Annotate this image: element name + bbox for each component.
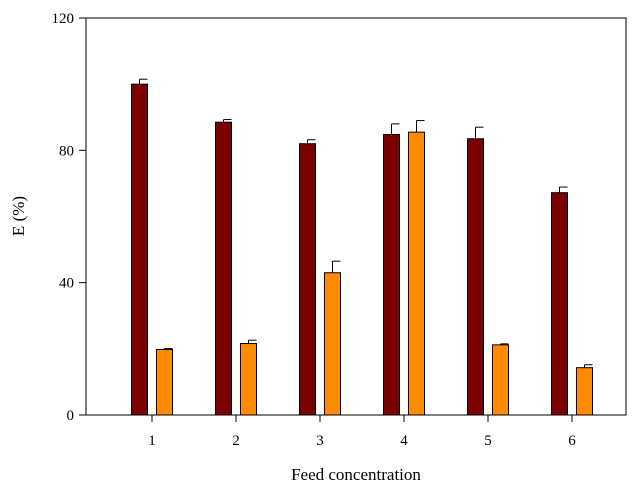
error-bar [584,364,593,368]
error-bar [391,123,400,135]
x-tick-label: 4 [400,433,408,449]
bar-series-1-cat-2 [215,121,232,416]
bar-series-2-cat-1 [156,348,173,416]
x-tick-label: 1 [148,433,156,449]
y-tick-label: 0 [67,408,75,424]
x-tick-label: 6 [568,433,576,449]
bars-group [131,83,593,416]
error-bar [416,120,425,133]
y-tick-label: 40 [59,276,74,292]
bar-series-2-cat-2 [240,343,257,416]
y-tick-label: 80 [59,143,74,159]
bar-series-1-cat-1 [131,83,148,416]
y-axis-label: E (%) [9,196,28,236]
error-bar [500,343,509,345]
bar-series-1-cat-6 [551,192,568,416]
y-axis: 0 40 80 120 [52,11,86,424]
error-bar [164,348,173,350]
error-bar [248,339,257,344]
bar-series-1-cat-5 [467,138,484,416]
bar-series-2-cat-6 [576,367,593,416]
plot-frame [85,17,627,416]
error-bar [475,126,484,139]
bar-series-1-cat-4 [383,133,400,416]
bar-series-2-cat-3 [324,272,341,416]
x-axis-label: Feed concentration [291,465,421,484]
x-tick-label: 3 [316,433,324,449]
error-bars-group [139,78,593,368]
bar-series-2-cat-4 [408,131,425,416]
error-bar [559,186,568,193]
bar-series-1-cat-3 [299,143,316,416]
error-bar [307,139,316,144]
y-tick-label: 120 [52,11,75,27]
error-bar [223,119,232,123]
x-tick-label: 2 [232,433,240,449]
x-axis: 1 2 3 4 5 6 [148,415,576,449]
error-bar [139,78,148,85]
error-bar [332,260,341,273]
x-tick-label: 5 [484,433,492,449]
bar-series-2-cat-5 [492,344,509,416]
